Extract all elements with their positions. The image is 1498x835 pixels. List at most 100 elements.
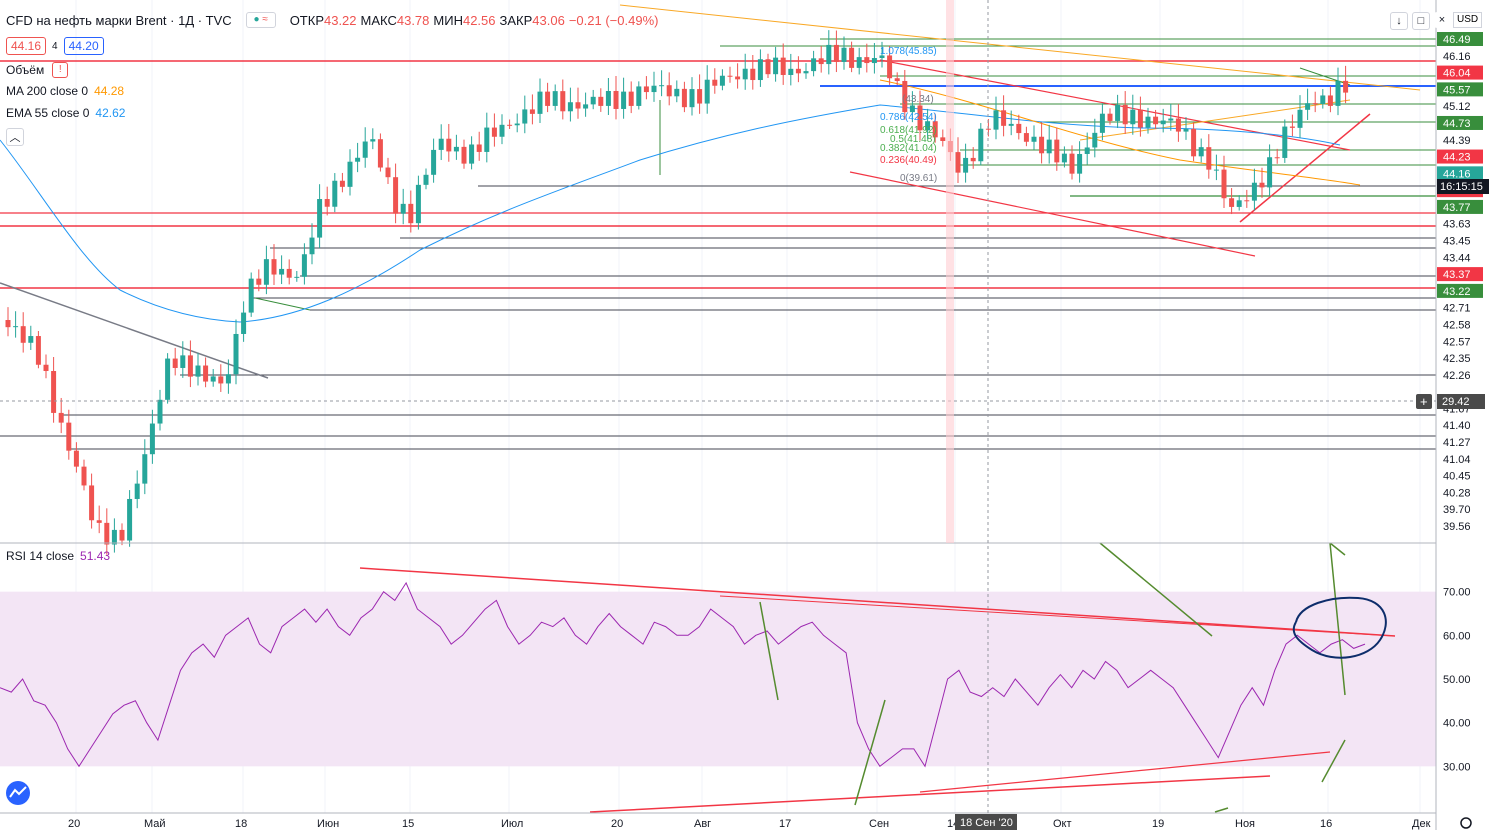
candle-body-173	[1320, 95, 1326, 105]
candle-body-117	[894, 78, 900, 81]
candle-body-167	[1274, 157, 1280, 159]
time-axis[interactable]: 20 Май 18 Июн 15 Июл 20 Авг 17 Сен 14 Окт 19 Ноя 16 Дек	[68, 818, 1431, 830]
candle-body-150	[1145, 116, 1151, 128]
candle-body-8	[66, 422, 72, 451]
time-tick-1: Май	[144, 818, 166, 830]
price-tick-7: 44.23	[1443, 152, 1471, 164]
candle-body-66	[507, 124, 513, 126]
ohlc-open: 43.22	[323, 12, 357, 28]
candle-body-111	[849, 47, 855, 68]
price-tick-18: 42.57	[1443, 336, 1471, 348]
ema55-label[interactable]: EMA 55 close 0	[6, 106, 90, 120]
candle-body-168	[1282, 126, 1288, 158]
rsi-band	[0, 591, 1436, 767]
candle-body-100	[765, 59, 771, 75]
candle-body-99	[757, 59, 763, 81]
rsi-tick-2: 50.00	[1443, 674, 1471, 686]
ask-price[interactable]: 44.20	[63, 37, 104, 55]
candle-body-42	[324, 199, 330, 207]
symbol-title[interactable]: CFD на нефть марки Brent · 1Д · TVC	[6, 12, 232, 28]
candle-body-31	[241, 312, 247, 334]
candle-body-11	[89, 485, 95, 521]
candle-body-33	[256, 278, 262, 285]
candle-body-104	[795, 68, 801, 74]
warning-icon[interactable]: !	[52, 62, 69, 78]
candle-body-48	[370, 139, 376, 142]
add-level-button[interactable]	[1416, 394, 1432, 409]
candle-body-2	[20, 326, 26, 343]
price-tag-3	[1437, 82, 1483, 97]
candle-body-54	[415, 184, 421, 224]
price-tag-7	[1437, 149, 1483, 164]
candle-body-0	[5, 320, 11, 328]
candle-body-153	[1168, 118, 1174, 121]
volume-label[interactable]: Объём	[6, 63, 45, 77]
ohlc-high: 43.78	[396, 12, 430, 28]
candle-body-134	[1023, 133, 1029, 142]
candle-body-65	[499, 124, 505, 137]
price-tick-25: 41.04	[1443, 454, 1471, 466]
candle-body-172	[1312, 103, 1318, 105]
candle-body-35	[271, 259, 277, 275]
rsi-label[interactable]: RSI 14 close	[6, 549, 75, 563]
time-tick-0: 20	[68, 818, 80, 830]
candle-body-96	[735, 76, 741, 80]
currency-label[interactable]: USD	[1453, 12, 1483, 28]
price-tick-26: 40.45	[1443, 471, 1471, 483]
candle-body-39	[301, 254, 307, 277]
ma200-label[interactable]: MA 200 close 0	[6, 84, 89, 98]
price-tick-28: 39.70	[1443, 504, 1471, 516]
candle-body-122	[932, 121, 938, 138]
highlight-bar	[946, 0, 954, 543]
price-tick-14: 43.37	[1443, 269, 1471, 281]
candle-body-9	[73, 450, 79, 467]
rsi-tick-4: 30.00	[1443, 761, 1471, 773]
market-status-icon[interactable]: ● ≈	[245, 12, 276, 28]
collapse-legend-button[interactable]: ︿	[6, 128, 24, 146]
candle-body-46	[355, 157, 361, 162]
candle-body-55	[423, 174, 429, 185]
maximize-icon: □	[1417, 15, 1425, 27]
close-pane-button[interactable]: ×	[1434, 12, 1450, 28]
candle-body-109	[833, 44, 839, 62]
rsi-axis[interactable]: 70.00 60.00 50.00 40.00 30.00	[1443, 587, 1471, 774]
price-tag-10	[1437, 199, 1483, 214]
candle-body-105	[803, 71, 809, 74]
price-tick-4: 45.12	[1443, 101, 1471, 113]
candle-body-170	[1297, 109, 1303, 128]
candle-body-94	[719, 75, 725, 86]
move-down-button[interactable]: ↓	[1390, 12, 1408, 30]
price-tick-13: 43.44	[1443, 252, 1471, 264]
ma200-line	[879, 79, 1361, 186]
gear-icon[interactable]	[1460, 817, 1472, 829]
price-tick-3: 45.57	[1443, 84, 1471, 96]
ohlc-open-label: ОТКР	[289, 12, 324, 28]
candle-body-169	[1289, 126, 1295, 128]
price-tick-6: 44.39	[1443, 135, 1471, 147]
time-tick-13: Ноя	[1235, 818, 1255, 830]
candle-body-121	[925, 121, 931, 131]
candle-body-36	[279, 268, 285, 275]
candle-body-44	[339, 180, 345, 187]
candle-body-146	[1115, 104, 1121, 121]
price-tick-1: 46.16	[1443, 51, 1471, 63]
trend-lines	[0, 4, 1421, 379]
rsi-line	[0, 581, 1366, 768]
price-tag-2	[1437, 65, 1483, 80]
candle-body-34	[263, 259, 269, 285]
time-tick-11: Окт	[1053, 818, 1072, 830]
price-tag-5	[1437, 115, 1483, 130]
candle-body-129	[985, 128, 991, 130]
bid-price[interactable]: 44.16	[6, 37, 47, 55]
candle-body-166	[1267, 157, 1273, 188]
candle-body-119	[909, 105, 915, 113]
maximize-button[interactable]: □	[1412, 12, 1430, 30]
candle-body-25	[195, 365, 201, 377]
time-tick-2: 18	[235, 818, 247, 830]
price-tick-19: 42.35	[1443, 353, 1471, 365]
price-axis[interactable]: 46.49 46.16 46.04 45.57 45.12 44.73 44.39 44.23…	[1437, 32, 1483, 533]
candle-body-40	[309, 237, 315, 255]
candle-body-38	[294, 276, 300, 278]
candle-body-24	[187, 355, 193, 377]
